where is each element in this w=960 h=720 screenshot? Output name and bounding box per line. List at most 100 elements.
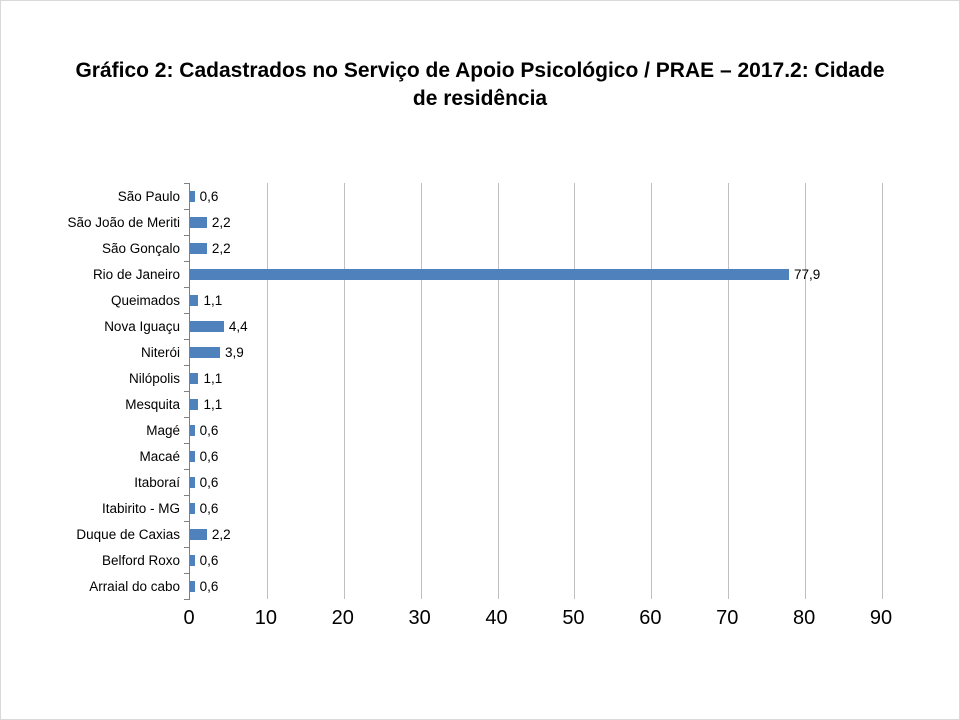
bar-value-label: 4,4 xyxy=(228,318,248,334)
gridline xyxy=(651,183,653,599)
bar xyxy=(190,242,207,254)
bar-row: 4,4 xyxy=(190,313,882,339)
plot-wrap: 0,6 2,2 2,2 77,9 1,1 4,4 3,9 1,1 1,1 0,6 0,6 0,6 0,6… xyxy=(183,183,892,641)
bar-value-label: 0,6 xyxy=(199,422,219,438)
x-tick-label: 70 xyxy=(716,607,739,629)
bar-value-label: 2,2 xyxy=(211,214,231,230)
bar xyxy=(190,294,199,306)
bar-value-label: 1,1 xyxy=(203,292,223,308)
bar xyxy=(190,476,195,488)
bar xyxy=(190,424,195,436)
category-axis-tick xyxy=(184,365,190,366)
bar-row: 0,6 xyxy=(190,469,882,495)
bar-value-label: 0,6 xyxy=(199,474,219,490)
bar xyxy=(190,216,207,228)
category-axis-tick xyxy=(184,547,190,548)
bar-value-label: 0,6 xyxy=(199,188,219,204)
bar-row: 0,6 xyxy=(190,183,882,209)
category-axis-tick xyxy=(184,417,190,418)
x-tick-label: 30 xyxy=(408,607,431,629)
gridline xyxy=(343,183,345,599)
category-label: São Gonçalo xyxy=(101,240,180,256)
category-axis-tick xyxy=(184,573,190,574)
category-label: Belford Roxo xyxy=(101,552,180,568)
category-axis-labels: São Paulo São João de Meriti São Gonçalo Ri… xyxy=(41,183,189,641)
category-axis-tick xyxy=(184,599,190,600)
category-label: São João de Meriti xyxy=(67,214,180,230)
gridline xyxy=(266,183,268,599)
category-axis-tick xyxy=(184,313,190,314)
bar-row: 3,9 xyxy=(190,339,882,365)
bar-row: 1,1 xyxy=(190,365,882,391)
category-label: Magé xyxy=(146,422,180,438)
bar-row: 1,1 xyxy=(190,391,882,417)
category-label: Niterói xyxy=(140,344,180,360)
category-axis-tick xyxy=(184,235,190,236)
category-label: Itaboraí xyxy=(134,474,180,490)
x-tick-label: 20 xyxy=(331,607,354,629)
x-tick-label: 10 xyxy=(254,607,277,629)
bar-row: 77,9 xyxy=(190,261,882,287)
x-tick-label: 90 xyxy=(869,607,893,629)
bar-row: 0,6 xyxy=(190,573,882,599)
chart-title: Gráfico 2: Cadastrados no Serviço de Apo… xyxy=(75,59,885,111)
bar-chart: São Paulo São João de Meriti São Gonçalo Ri… xyxy=(41,183,892,641)
x-tick-label: 50 xyxy=(562,607,585,629)
bar xyxy=(190,190,195,202)
bar-value-label: 1,1 xyxy=(203,396,223,412)
category-label: Itabirito - MG xyxy=(101,500,180,516)
x-tick-label: 40 xyxy=(485,607,508,629)
bar-row: 0,6 xyxy=(190,417,882,443)
x-tick-label: 60 xyxy=(639,607,662,629)
category-axis-tick xyxy=(184,183,190,184)
category-label: Nilópolis xyxy=(128,370,180,386)
bar-value-label: 2,2 xyxy=(211,240,231,256)
gridline xyxy=(497,183,499,599)
category-label: Duque de Caxias xyxy=(76,526,180,542)
x-axis: 0 10 20 30 40 50 60 70 80 90 xyxy=(183,607,892,641)
category-label: Macaé xyxy=(139,448,180,464)
bar-row: 2,2 xyxy=(190,521,882,547)
bar-row: 0,6 xyxy=(190,547,882,573)
bar-value-label: 2,2 xyxy=(211,526,231,542)
category-label: São Paulo xyxy=(117,188,180,204)
category-axis-tick xyxy=(184,391,190,392)
category-axis-tick xyxy=(184,287,190,288)
bar xyxy=(190,320,224,332)
bar-value-label: 0,6 xyxy=(199,578,219,594)
bar xyxy=(190,398,199,410)
x-tick-label: 80 xyxy=(792,607,816,629)
gridline xyxy=(574,183,576,599)
category-axis-tick xyxy=(184,261,190,262)
x-tick-label: 0 xyxy=(183,607,195,629)
category-axis-tick xyxy=(184,443,190,444)
gridline xyxy=(805,183,807,599)
bar xyxy=(190,580,195,592)
plot-area: 0,6 2,2 2,2 77,9 1,1 4,4 3,9 1,1 1,1 0,6 0,6 0,6 0,6… xyxy=(184,183,883,600)
bar-row: 2,2 xyxy=(190,235,882,261)
category-label: Arraial do cabo xyxy=(89,578,180,594)
bar-value-label: 77,9 xyxy=(793,266,821,282)
category-axis-tick xyxy=(184,521,190,522)
category-axis-tick xyxy=(184,339,190,340)
bar-row: 1,1 xyxy=(190,287,882,313)
category-label: Mesquita xyxy=(125,396,180,412)
category-label: Queimados xyxy=(110,292,180,308)
bar xyxy=(190,450,195,462)
bar xyxy=(190,528,207,540)
category-label: Nova Iguaçu xyxy=(104,318,180,334)
bar-row: 0,6 xyxy=(190,495,882,521)
bar-value-label: 3,9 xyxy=(224,344,244,360)
category-axis-tick xyxy=(184,469,190,470)
bar xyxy=(190,554,195,566)
bar-value-label: 0,6 xyxy=(199,552,219,568)
bar xyxy=(190,346,220,358)
gridline xyxy=(728,183,730,599)
bar-row: 0,6 xyxy=(190,443,882,469)
bar-row: 2,2 xyxy=(190,209,882,235)
gridline xyxy=(882,183,883,599)
category-axis-tick xyxy=(184,209,190,210)
category-label: Rio de Janeiro xyxy=(92,266,180,282)
bar xyxy=(190,372,199,384)
